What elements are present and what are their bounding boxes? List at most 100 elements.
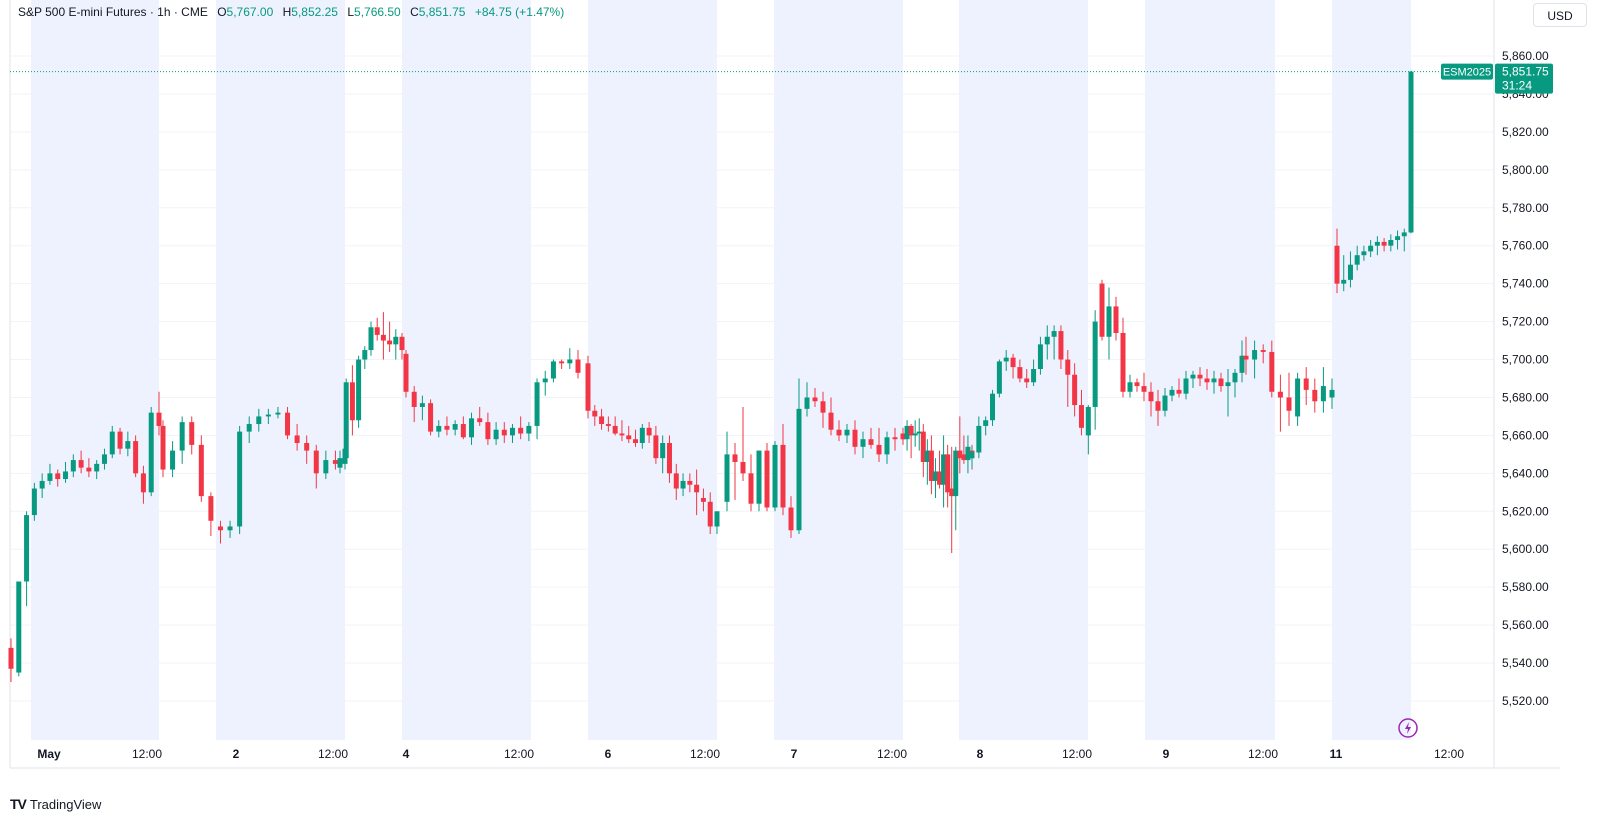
candle-body: [156, 412, 162, 426]
candle-body: [1225, 382, 1231, 387]
x-tick-label: 6: [605, 747, 612, 761]
candle-body: [1134, 382, 1140, 387]
candle-body: [772, 444, 778, 508]
candle-body: [916, 431, 922, 434]
tradingview-brand[interactable]: TV TradingView: [10, 796, 101, 812]
candle-body: [1329, 389, 1335, 398]
candle-body: [1148, 391, 1154, 402]
candle-body: [117, 431, 123, 449]
y-tick-label: 5,780.00: [1502, 201, 1549, 215]
candle-body: [804, 397, 810, 409]
candle-body: [125, 441, 131, 449]
candle-body: [1381, 241, 1387, 246]
candle-body: [1277, 391, 1283, 398]
candle-body: [94, 463, 100, 472]
x-tick-label: 7: [791, 747, 798, 761]
y-tick-label: 5,820.00: [1502, 125, 1549, 139]
candle-body: [208, 496, 214, 521]
currency-button[interactable]: USD: [1533, 3, 1587, 27]
candle-body: [1085, 406, 1091, 436]
candle-body: [1037, 344, 1043, 370]
countdown-label: 31:24: [1502, 79, 1532, 93]
legend-symbol: S&P 500 E-mini Futures · 1h · CME: [18, 5, 208, 19]
candle-body: [924, 450, 930, 462]
legend-low-label: L: [347, 5, 355, 19]
candle-body: [646, 427, 652, 436]
candle-body: [1204, 378, 1210, 383]
candle-body: [559, 361, 565, 364]
candle-body: [828, 412, 834, 430]
candle-body: [920, 431, 926, 462]
y-tick-label: 5,600.00: [1502, 542, 1549, 556]
candle-body: [246, 424, 252, 432]
candle-body: [1190, 374, 1196, 379]
candle-body: [1368, 245, 1374, 252]
y-tick-label: 5,640.00: [1502, 466, 1549, 480]
candle-body: [399, 336, 405, 351]
candle-body: [436, 425, 442, 432]
last-price-label-bg: [1495, 63, 1553, 94]
y-tick-label: 5,700.00: [1502, 353, 1549, 367]
candle-body: [170, 450, 176, 470]
candle-body: [844, 429, 850, 436]
legend: S&P 500 E-mini Futures · 1h · CME O5,767…: [18, 5, 564, 19]
candle-body: [1072, 374, 1078, 406]
candle-body: [1010, 357, 1016, 368]
candle-body: [957, 450, 963, 459]
candle-body: [1395, 236, 1401, 241]
candle-body: [1106, 306, 1112, 337]
x-tick-label: 12:00: [1248, 747, 1278, 761]
candle-body: [1099, 283, 1105, 337]
candle-body: [1312, 389, 1318, 402]
candle-body: [179, 422, 185, 451]
candle-body: [639, 427, 645, 443]
lightning-icon[interactable]: [1398, 718, 1418, 738]
candle-body: [1269, 351, 1275, 392]
candle-body: [748, 473, 754, 504]
candle-body: [47, 473, 53, 481]
candle-body: [1051, 331, 1057, 337]
candle-body: [109, 431, 115, 455]
candle-body: [932, 471, 938, 481]
candle-body: [356, 359, 362, 421]
candle-body: [612, 425, 618, 434]
legend-close-value: 5,851.75: [418, 5, 466, 19]
candle-body: [349, 382, 355, 421]
candle-body: [1303, 378, 1309, 390]
candle-body: [1031, 369, 1037, 383]
candle-body: [1003, 357, 1009, 362]
candle-body: [585, 363, 591, 411]
candle-body: [1155, 401, 1161, 411]
legend-change: +84.75 (+1.47%): [474, 5, 565, 19]
candle-body: [1044, 336, 1050, 345]
candle-body: [965, 446, 971, 461]
y-tick-label: 5,580.00: [1502, 580, 1549, 594]
candle-body: [285, 412, 291, 436]
candle-body: [1388, 240, 1394, 246]
candle-body: [419, 403, 425, 407]
legend-close-label: C: [410, 5, 419, 19]
candle-body: [904, 425, 910, 440]
tradingview-logo-icon: TV: [10, 796, 27, 812]
candle-body: [1239, 355, 1245, 373]
candle-body: [362, 350, 368, 360]
x-tick-label: 12:00: [1434, 747, 1464, 761]
candle-body: [428, 403, 434, 432]
candle-body: [732, 454, 738, 462]
candle-body: [133, 441, 139, 474]
candle-body: [592, 410, 598, 417]
candle-body: [680, 480, 686, 489]
candle-body: [714, 511, 720, 527]
candle-body: [860, 439, 866, 447]
y-tick-label: 5,680.00: [1502, 390, 1549, 404]
candle-body: [945, 454, 951, 493]
candle-body: [8, 647, 14, 669]
candle-body: [469, 418, 475, 438]
candle-body: [227, 526, 233, 531]
candle-body: [969, 452, 975, 459]
y-tick-label: 5,740.00: [1502, 277, 1549, 291]
candle-body: [460, 424, 466, 438]
y-tick-label: 5,800.00: [1502, 163, 1549, 177]
candle-body: [1374, 241, 1380, 246]
